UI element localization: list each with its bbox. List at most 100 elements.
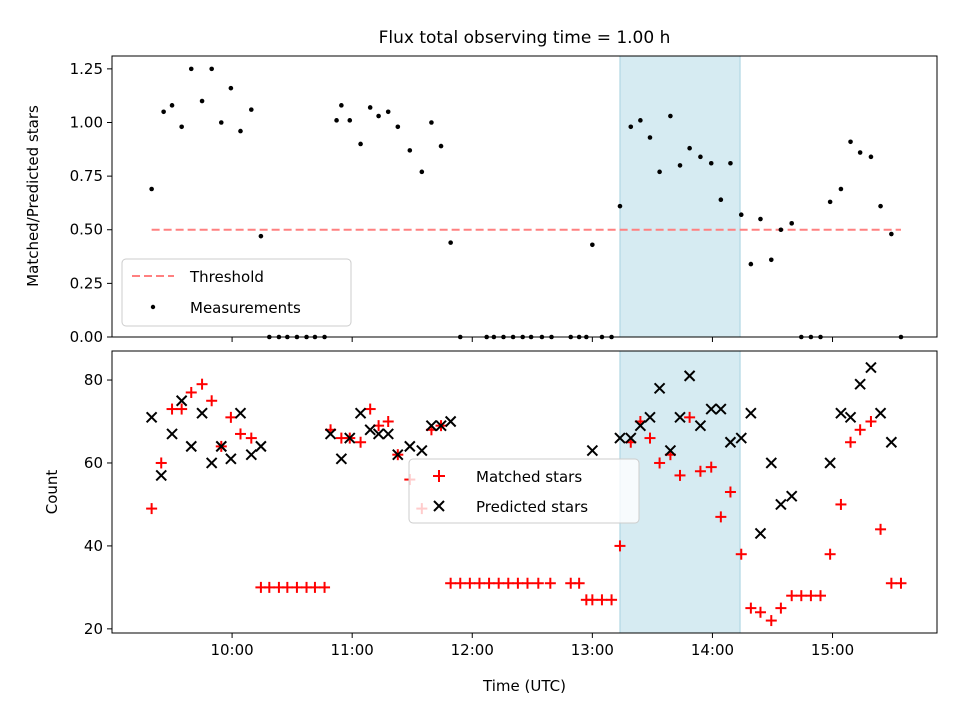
predicted-star-point: [715, 403, 727, 415]
measurement-point: [228, 85, 234, 91]
predicted-star-stroke: [416, 444, 428, 457]
matched-star-point: [875, 523, 887, 535]
predicted-star-stroke: [435, 419, 447, 432]
matched-star-point: [245, 432, 257, 444]
matched-star-point: [694, 465, 706, 477]
y-tick-label: 0.00: [70, 328, 103, 346]
measurement-point: [778, 227, 784, 233]
predicted-star-stroke: [404, 440, 416, 453]
measurement-point: [188, 66, 194, 72]
y-axis: 0.00 0.25 0.50 0.75 1.00 1.25: [70, 60, 112, 346]
predicted-star-point: [335, 453, 348, 465]
matched-star-point: [654, 457, 666, 469]
predicted-star-stroke: [372, 428, 385, 440]
measurement-point: [748, 261, 754, 267]
matched-star-point: [263, 581, 275, 593]
measurement-points: [149, 66, 904, 340]
predicted-star-stroke: [653, 382, 666, 395]
predicted-star-point: [372, 428, 385, 440]
predicted-star-stroke: [354, 407, 367, 419]
measurement-point: [789, 221, 794, 226]
matched-star-point: [319, 581, 331, 593]
measurement-point: [385, 109, 391, 115]
predicted-star-stroke: [754, 527, 767, 540]
matched-star-point: [196, 378, 208, 390]
predicted-star-stroke: [234, 407, 247, 419]
predicted-star-point: [865, 361, 877, 374]
top-panel: Flux total observing time = 1.00 h 0.000…: [24, 28, 938, 346]
y-axis-label: Matched/Predicted stars: [24, 105, 42, 287]
predicted-star-point: [705, 403, 717, 415]
measurement-point: [677, 163, 683, 168]
x-axis-ticks: [231, 337, 834, 342]
matched-star-point: [185, 386, 197, 398]
matched-star-point: [745, 602, 757, 614]
matched-star-point: [281, 581, 293, 593]
predicted-star-point: [745, 407, 757, 419]
predicted-star-stroke: [196, 407, 208, 419]
measurement-point: [848, 139, 853, 145]
x-axis-label: Time (UTC): [482, 677, 566, 695]
measurement-point: [718, 197, 724, 203]
measurement-point: [334, 118, 339, 123]
y-axis-label: Count: [43, 470, 61, 515]
highlight-span-rect: [619, 55, 741, 338]
matched-star-point: [895, 577, 907, 589]
x-tick-label: 12:00: [451, 641, 494, 659]
matched-star-point: [735, 548, 747, 560]
measurement-point: [878, 203, 883, 209]
matched-star-point: [705, 461, 717, 473]
predicted-star-point: [724, 436, 737, 448]
matched-star-point: [805, 590, 817, 602]
predicted-star-point: [874, 407, 887, 419]
matched-star-point: [382, 416, 394, 427]
plot-frame: [111, 55, 938, 338]
predicted-star-point: [625, 432, 637, 444]
matched-star-point: [795, 590, 807, 602]
predicted-star-stroke: [683, 370, 696, 382]
predicted-star-points: [145, 361, 898, 540]
predicted-star-stroke: [344, 432, 356, 444]
measurement-point: [179, 124, 184, 130]
predicted-star-stroke: [724, 436, 737, 448]
measurement-point: [827, 199, 833, 205]
predicted-star-point: [225, 453, 237, 465]
predicted-star-stroke: [705, 403, 717, 415]
matched-star-point: [865, 416, 877, 427]
matched-star-point: [146, 503, 158, 515]
matched-star-point: [724, 486, 736, 498]
matched-star-point: [644, 432, 656, 444]
legend: Threshold Measurements: [121, 258, 352, 327]
matched-star-point: [674, 469, 686, 481]
matched-star-point: [544, 577, 556, 589]
predicted-star-point: [354, 407, 367, 419]
predicted-star-stroke: [245, 448, 258, 461]
x-tick-label: 10:00: [210, 641, 253, 659]
predicted-star-point: [614, 432, 626, 444]
predicted-star-stroke: [625, 432, 637, 444]
measurement-point: [448, 240, 453, 245]
legend-box: [408, 458, 640, 524]
matched-star-point: [225, 411, 237, 423]
matched-star-point: [596, 594, 608, 606]
predicted-star-point: [854, 378, 866, 390]
predicted-star-point: [765, 457, 777, 469]
matched-star-point: [775, 602, 787, 614]
predicted-star-point: [664, 444, 677, 457]
predicted-star-stroke: [785, 490, 798, 502]
predicted-star-stroke: [735, 432, 747, 444]
predicted-star-stroke: [694, 419, 707, 432]
measurement-point: [258, 233, 264, 239]
predicted-star-point: [444, 415, 457, 428]
x-tick-label: 13:00: [571, 641, 614, 659]
measurement-point: [367, 105, 373, 110]
measurement-point: [687, 145, 692, 151]
measurement-point: [161, 109, 166, 115]
predicted-star-stroke: [844, 411, 857, 424]
predicted-star-stroke: [715, 403, 727, 415]
predicted-star-point: [694, 419, 707, 432]
measurement-point: [395, 124, 401, 130]
y-tick-label: 0.50: [70, 221, 103, 239]
predicted-star-point: [653, 382, 666, 395]
predicted-star-stroke: [335, 453, 348, 465]
